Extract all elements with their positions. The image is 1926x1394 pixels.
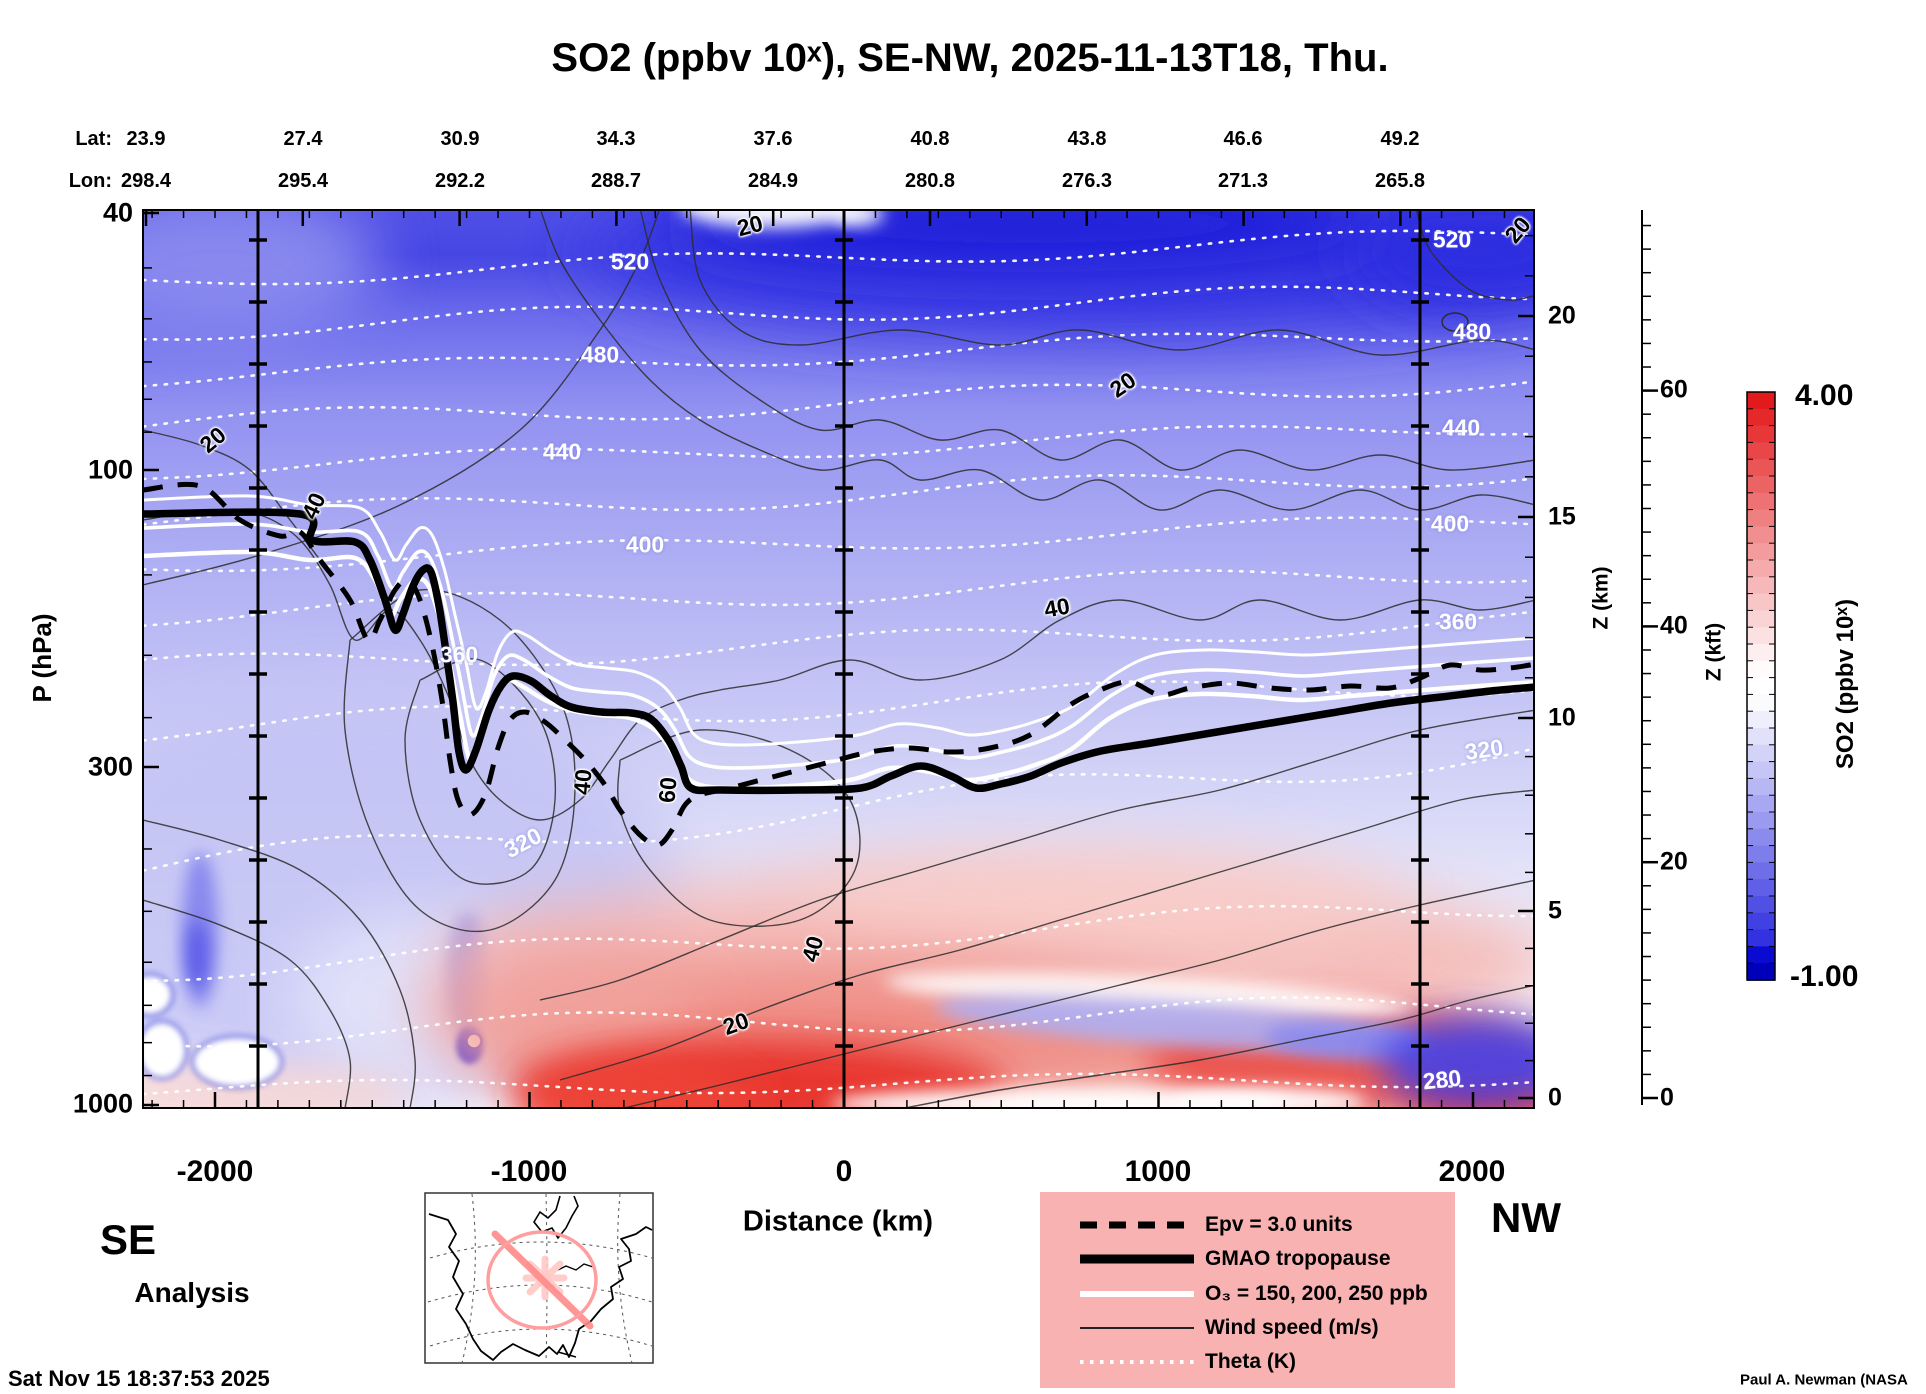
theta-contour-label: 520 bbox=[1432, 226, 1472, 253]
theta-contour-label: 400 bbox=[625, 531, 665, 558]
lon-value: 280.8 bbox=[904, 170, 956, 192]
colorbar-label: SO2 (ppbv 10ˣ) bbox=[1832, 598, 1859, 770]
transect-start-label: SE bbox=[99, 1216, 157, 1263]
lon-value: 292.2 bbox=[434, 170, 486, 192]
lon-value: 265.8 bbox=[1374, 170, 1426, 192]
pressure-tick: 40 bbox=[102, 197, 133, 228]
altitude-km-tick: 20 bbox=[1548, 301, 1576, 330]
theta-contour-label: 520 bbox=[610, 248, 650, 275]
distance-tick: 1000 bbox=[1124, 1155, 1192, 1188]
legend-item-label: O₃ = 150, 200, 250 ppb bbox=[1205, 1282, 1428, 1305]
epv-line-sample bbox=[1080, 1221, 1194, 1229]
legend-box: Epv = 3.0 units GMAO tropopause O₃ = 150… bbox=[1040, 1192, 1455, 1388]
legend-item-label: Theta (K) bbox=[1205, 1350, 1296, 1373]
distance-tick: -1000 bbox=[490, 1155, 568, 1188]
theta-contour-label: 480 bbox=[1452, 318, 1492, 345]
theta-contour-label: 280 bbox=[1421, 1064, 1463, 1095]
page-title: SO2 (ppbv 10ˣ), SE-NW, 2025-11-13T18, Th… bbox=[551, 36, 1389, 80]
lon-value: 276.3 bbox=[1061, 170, 1113, 192]
theta-line-sample bbox=[1080, 1360, 1194, 1364]
lat-value: 46.6 bbox=[1223, 128, 1263, 150]
colorbar-min: -1.00 bbox=[1790, 960, 1859, 993]
wind-contour-label: 60 bbox=[653, 776, 682, 804]
lat-value: 30.9 bbox=[440, 128, 480, 150]
colorbar-max: 4.00 bbox=[1795, 379, 1854, 412]
altitude-km-tick: 10 bbox=[1548, 703, 1576, 732]
theta-contour-label: 440 bbox=[1441, 414, 1481, 441]
pressure-tick: 1000 bbox=[72, 1088, 133, 1119]
credit: Paul A. Newman (NASA bbox=[1740, 1371, 1908, 1389]
distance-tick: 0 bbox=[835, 1155, 853, 1188]
legend-item-label: Wind speed (m/s) bbox=[1205, 1316, 1379, 1339]
theta-contour-label: 440 bbox=[542, 438, 582, 465]
legend-item-label: Epv = 3.0 units bbox=[1205, 1213, 1353, 1236]
wind-line-sample bbox=[1080, 1327, 1194, 1329]
lat-value: 40.8 bbox=[910, 128, 950, 150]
lon-value: 271.3 bbox=[1217, 170, 1269, 192]
theta-contour-label: 480 bbox=[580, 341, 620, 368]
legend-item-label: GMAO tropopause bbox=[1205, 1247, 1391, 1270]
pressure-tick: 100 bbox=[87, 454, 133, 485]
theta-contour-label: 360 bbox=[1438, 608, 1478, 635]
lon-row-prefix: Lon: bbox=[68, 170, 112, 192]
lon-value: 288.7 bbox=[590, 170, 642, 192]
lon-value: 298.4 bbox=[120, 170, 172, 192]
theta-contour-label: 320 bbox=[1463, 733, 1505, 766]
altitude-kft-tick: 0 bbox=[1660, 1083, 1674, 1112]
lat-value: 37.6 bbox=[753, 128, 793, 150]
altitude-km-tick: 0 bbox=[1548, 1083, 1562, 1112]
distance-tick: -2000 bbox=[176, 1155, 254, 1188]
altitude-kft-tick: 20 bbox=[1660, 847, 1688, 876]
wind-contour-label: 40 bbox=[1042, 592, 1072, 623]
distance-tick: 2000 bbox=[1438, 1155, 1506, 1188]
lat-value: 34.3 bbox=[596, 128, 636, 150]
lat-value: 27.4 bbox=[283, 128, 323, 150]
ozone-line-sample bbox=[1080, 1291, 1194, 1297]
lat-row-prefix: Lat: bbox=[75, 128, 112, 150]
altitude-kft-tick: 60 bbox=[1660, 375, 1688, 404]
theta-contour-label: 400 bbox=[1430, 510, 1470, 537]
wind-contour-label: 40 bbox=[568, 768, 597, 796]
theta-contour-label: 360 bbox=[439, 641, 479, 668]
lat-value: 43.8 bbox=[1067, 128, 1107, 150]
transect-end-label: NW bbox=[1491, 1194, 1561, 1241]
altitude-kft-tick: 40 bbox=[1660, 611, 1688, 640]
altitude-km-axis-label: Z (km) bbox=[1589, 566, 1613, 630]
lat-value: 49.2 bbox=[1380, 128, 1420, 150]
timestamp: Sat Nov 15 18:37:53 2025 bbox=[8, 1366, 270, 1391]
analysis-label: Analysis bbox=[134, 1277, 250, 1308]
pressure-tick: 300 bbox=[87, 751, 133, 782]
lon-value: 295.4 bbox=[277, 170, 329, 192]
lon-value: 284.9 bbox=[747, 170, 799, 192]
tropopause-line-sample bbox=[1080, 1254, 1194, 1264]
altitude-kft-axis-label: Z (kft) bbox=[1702, 622, 1726, 682]
lat-value: 23.9 bbox=[126, 128, 166, 150]
pressure-axis-label: P (hPa) bbox=[27, 613, 57, 703]
altitude-km-tick: 15 bbox=[1548, 502, 1576, 531]
distance-axis-label: Distance (km) bbox=[742, 1205, 934, 1238]
altitude-km-tick: 5 bbox=[1548, 896, 1562, 925]
